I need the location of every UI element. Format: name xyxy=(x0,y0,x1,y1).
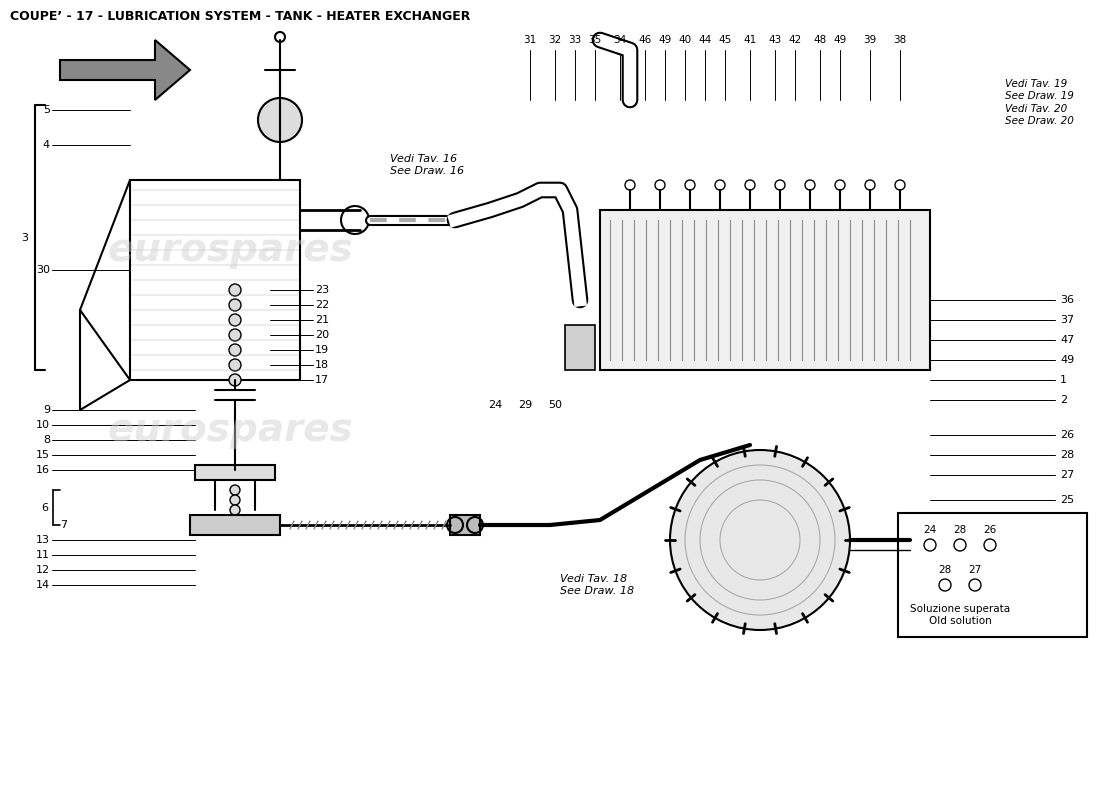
Text: 38: 38 xyxy=(893,35,906,45)
Text: 49: 49 xyxy=(834,35,847,45)
Text: 28: 28 xyxy=(938,565,952,575)
Text: 14: 14 xyxy=(36,580,50,590)
Bar xyxy=(565,325,595,370)
Text: 16: 16 xyxy=(36,465,50,475)
Text: 12: 12 xyxy=(36,565,50,575)
Text: 24: 24 xyxy=(488,400,502,410)
Text: 18: 18 xyxy=(315,360,329,370)
Circle shape xyxy=(258,98,303,142)
Text: 26: 26 xyxy=(1060,430,1074,440)
Bar xyxy=(450,515,480,535)
Text: 27: 27 xyxy=(968,565,981,575)
Text: 11: 11 xyxy=(36,550,50,560)
FancyBboxPatch shape xyxy=(130,180,300,380)
Circle shape xyxy=(229,299,241,311)
Text: 17: 17 xyxy=(315,375,329,385)
Text: 6: 6 xyxy=(41,503,48,513)
Circle shape xyxy=(229,344,241,356)
Text: 3: 3 xyxy=(21,233,28,243)
Text: Vedi Tav. 20
See Draw. 20: Vedi Tav. 20 See Draw. 20 xyxy=(1005,104,1074,126)
Text: 49: 49 xyxy=(659,35,672,45)
Text: 40: 40 xyxy=(679,35,692,45)
Circle shape xyxy=(229,359,241,371)
Text: eurospares: eurospares xyxy=(107,231,353,269)
Circle shape xyxy=(230,505,240,515)
Text: Vedi Tav. 19
See Draw. 19: Vedi Tav. 19 See Draw. 19 xyxy=(1005,79,1074,101)
Bar xyxy=(190,515,280,535)
Text: 39: 39 xyxy=(864,35,877,45)
Text: 21: 21 xyxy=(315,315,329,325)
Text: 9: 9 xyxy=(43,405,50,415)
Bar xyxy=(195,465,275,480)
Text: 36: 36 xyxy=(1060,295,1074,305)
Text: 33: 33 xyxy=(569,35,582,45)
Bar xyxy=(600,210,930,370)
Text: 4: 4 xyxy=(43,140,50,150)
Text: 13: 13 xyxy=(36,535,50,545)
Polygon shape xyxy=(60,40,190,100)
Text: 32: 32 xyxy=(549,35,562,45)
Text: 42: 42 xyxy=(789,35,802,45)
Text: Vedi Tav. 16
See Draw. 16: Vedi Tav. 16 See Draw. 16 xyxy=(390,154,464,176)
Text: 7: 7 xyxy=(60,520,67,530)
Text: 29: 29 xyxy=(518,400,532,410)
Text: 47: 47 xyxy=(1060,335,1075,345)
Text: 15: 15 xyxy=(36,450,50,460)
Text: 27: 27 xyxy=(1060,470,1075,480)
Text: 26: 26 xyxy=(983,525,997,535)
Circle shape xyxy=(229,284,241,296)
Circle shape xyxy=(230,485,240,495)
Text: 50: 50 xyxy=(548,400,562,410)
Text: 35: 35 xyxy=(588,35,602,45)
Circle shape xyxy=(229,329,241,341)
Circle shape xyxy=(670,450,850,630)
Text: 48: 48 xyxy=(813,35,826,45)
Text: 44: 44 xyxy=(698,35,712,45)
Text: 10: 10 xyxy=(36,420,50,430)
Circle shape xyxy=(230,495,240,505)
Text: COUPE’ - 17 - LUBRICATION SYSTEM - TANK - HEATER EXCHANGER: COUPE’ - 17 - LUBRICATION SYSTEM - TANK … xyxy=(10,10,471,23)
Text: 28: 28 xyxy=(1060,450,1075,460)
Text: 22: 22 xyxy=(315,300,329,310)
Text: 19: 19 xyxy=(315,345,329,355)
Text: 49: 49 xyxy=(1060,355,1075,365)
Text: Soluzione superata
Old solution: Soluzione superata Old solution xyxy=(910,604,1010,626)
Text: 1: 1 xyxy=(1060,375,1067,385)
Text: 23: 23 xyxy=(315,285,329,295)
Text: Vedi Tav. 18
See Draw. 18: Vedi Tav. 18 See Draw. 18 xyxy=(560,574,634,596)
Circle shape xyxy=(229,374,241,386)
Text: 31: 31 xyxy=(524,35,537,45)
Text: 24: 24 xyxy=(923,525,936,535)
Text: 20: 20 xyxy=(315,330,329,340)
Text: 28: 28 xyxy=(954,525,967,535)
Text: 37: 37 xyxy=(1060,315,1074,325)
Text: 2: 2 xyxy=(1060,395,1067,405)
Text: eurospares: eurospares xyxy=(107,411,353,449)
Text: 30: 30 xyxy=(36,265,50,275)
Text: 46: 46 xyxy=(638,35,651,45)
Text: 45: 45 xyxy=(718,35,732,45)
Text: 43: 43 xyxy=(769,35,782,45)
Text: 25: 25 xyxy=(1060,495,1074,505)
Circle shape xyxy=(229,314,241,326)
Text: 5: 5 xyxy=(43,105,50,115)
Text: 8: 8 xyxy=(43,435,50,445)
Text: 41: 41 xyxy=(744,35,757,45)
Text: 34: 34 xyxy=(614,35,627,45)
Circle shape xyxy=(230,515,240,525)
FancyBboxPatch shape xyxy=(898,513,1087,637)
